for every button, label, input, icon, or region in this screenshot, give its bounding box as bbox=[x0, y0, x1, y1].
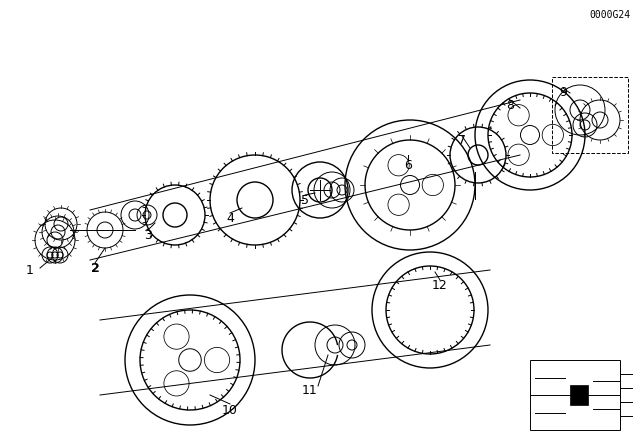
Text: 9: 9 bbox=[559, 86, 567, 99]
Text: 8: 8 bbox=[506, 99, 514, 112]
Text: 2: 2 bbox=[91, 262, 99, 275]
Text: 7: 7 bbox=[458, 134, 466, 146]
Bar bbox=[552, 77, 628, 153]
Text: 5: 5 bbox=[301, 194, 309, 207]
Text: 1: 1 bbox=[26, 263, 34, 276]
Bar bbox=[530, 360, 620, 430]
Text: 11: 11 bbox=[302, 383, 318, 396]
Bar bbox=[570, 385, 588, 405]
Text: 0000G24: 0000G24 bbox=[589, 10, 630, 20]
Text: 6: 6 bbox=[404, 159, 412, 172]
Text: 3: 3 bbox=[144, 228, 152, 241]
Text: 4: 4 bbox=[226, 211, 234, 224]
Text: 10: 10 bbox=[222, 404, 238, 417]
Text: 12: 12 bbox=[432, 279, 448, 292]
